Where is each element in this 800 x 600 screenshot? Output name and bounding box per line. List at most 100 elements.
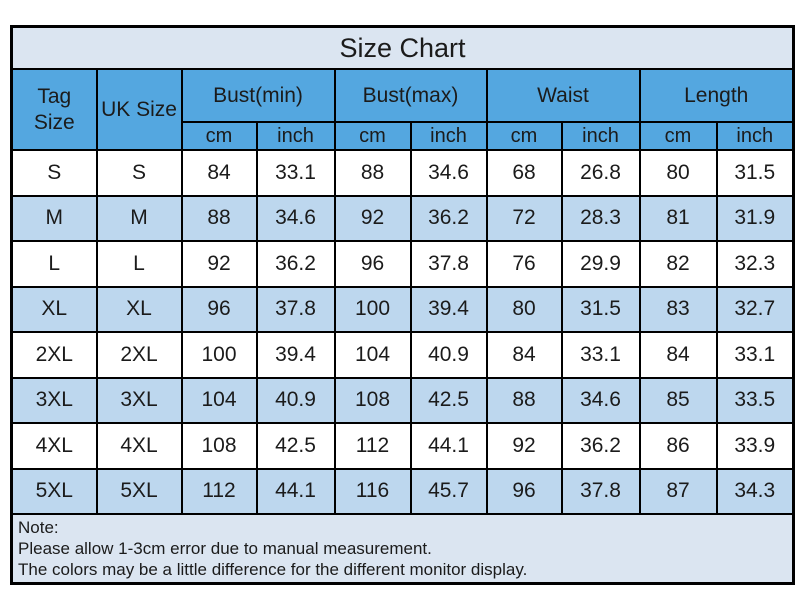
cell: 5XL: [10, 467, 98, 515]
cell: 34.6: [409, 149, 488, 197]
unit-header-cm: cm: [485, 121, 563, 151]
cell: M: [95, 194, 183, 242]
cell: 26.8: [560, 149, 641, 197]
cell: 84: [485, 331, 563, 379]
table-row: 2XL 2XL 100 39.4 104 40.9 84 33.1 84 33.1: [10, 331, 795, 379]
cell: M: [10, 194, 98, 242]
note-row: Note: Please allow 1-3cm error due to ma…: [10, 513, 795, 585]
cell: 96: [180, 285, 258, 333]
cell: 84: [180, 149, 258, 197]
cell: 33.1: [560, 331, 641, 379]
table-row: 4XL 4XL 108 42.5 112 44.1 92 36.2 86 33.9: [10, 422, 795, 470]
cell: 36.2: [560, 422, 641, 470]
cell: 92: [485, 422, 563, 470]
cell: 31.5: [560, 285, 641, 333]
cell: 34.6: [560, 376, 641, 424]
cell: 84: [638, 331, 718, 379]
cell: 33.9: [715, 422, 795, 470]
note-label: Note:: [18, 518, 59, 537]
cell: 82: [638, 240, 718, 288]
cell: 42.5: [409, 376, 488, 424]
table-row: 3XL 3XL 104 40.9 108 42.5 88 34.6 85 33.5: [10, 376, 795, 424]
table-row: XL XL 96 37.8 100 39.4 80 31.5 83 32.7: [10, 285, 795, 333]
unit-header-cm: cm: [638, 121, 718, 151]
cell: 92: [333, 194, 412, 242]
cell: 5XL: [95, 467, 183, 515]
cell: 2XL: [10, 331, 98, 379]
cell: 32.3: [715, 240, 795, 288]
column-header-waist: Waist: [485, 68, 641, 123]
note-text: The colors may be a little difference fo…: [18, 560, 528, 579]
cell: 96: [485, 467, 563, 515]
cell: 34.6: [255, 194, 336, 242]
cell: 3XL: [95, 376, 183, 424]
cell: 108: [333, 376, 412, 424]
cell: 31.9: [715, 194, 795, 242]
cell: 100: [180, 331, 258, 379]
column-header-tag-size: Tag Size: [10, 68, 98, 151]
cell: S: [95, 149, 183, 197]
cell: 45.7: [409, 467, 488, 515]
cell: 36.2: [255, 240, 336, 288]
cell: S: [10, 149, 98, 197]
cell: 116: [333, 467, 412, 515]
column-header-bust-max: Bust(max): [333, 68, 488, 123]
note-block: Note: Please allow 1-3cm error due to ma…: [10, 513, 795, 585]
page-title: Size Chart: [10, 25, 795, 70]
cell: 80: [485, 285, 563, 333]
cell: 92: [180, 240, 258, 288]
cell: XL: [10, 285, 98, 333]
cell: L: [10, 240, 98, 288]
table-row: 5XL 5XL 112 44.1 116 45.7 96 37.8 87 34.3: [10, 467, 795, 515]
size-chart-table: Size Chart Tag Size UK Size Bust(min) Bust(…: [10, 25, 795, 585]
cell: 39.4: [255, 331, 336, 379]
column-header-uk-size: UK Size: [95, 68, 183, 151]
cell: 88: [485, 376, 563, 424]
table-row: S S 84 33.1 88 34.6 68 26.8 80 31.5: [10, 149, 795, 197]
cell: 112: [333, 422, 412, 470]
cell: 76: [485, 240, 563, 288]
cell: 40.9: [409, 331, 488, 379]
cell: L: [95, 240, 183, 288]
cell: 33.1: [715, 331, 795, 379]
unit-header-inch: inch: [255, 121, 336, 151]
column-header-length: Length: [638, 68, 795, 123]
cell: 86: [638, 422, 718, 470]
size-rows: S S 84 33.1 88 34.6 68 26.8 80 31.5 M M 88 34.6 92 36.2…: [10, 149, 795, 515]
header-row-units: cm inch cm inch cm inch cm inch: [12, 121, 795, 151]
cell: 37.8: [560, 467, 641, 515]
cell: 100: [333, 285, 412, 333]
title-row: Size Chart: [10, 25, 795, 70]
cell: 68: [485, 149, 563, 197]
unit-header-inch: inch: [560, 121, 641, 151]
cell: 29.9: [560, 240, 641, 288]
unit-header-inch: inch: [715, 121, 795, 151]
table-row: M M 88 34.6 92 36.2 72 28.3 81 31.9: [10, 194, 795, 242]
unit-header-cm: cm: [180, 121, 258, 151]
note-text: Please allow 1-3cm error due to manual m…: [18, 539, 432, 558]
cell: 34.3: [715, 467, 795, 515]
cell: 40.9: [255, 376, 336, 424]
cell: 112: [180, 467, 258, 515]
cell: 42.5: [255, 422, 336, 470]
table-row: L L 92 36.2 96 37.8 76 29.9 82 32.3: [10, 240, 795, 288]
header-row-groups: Tag Size UK Size Bust(min) Bust(max) Waist Le…: [10, 68, 795, 151]
cell: 96: [333, 240, 412, 288]
cell: 39.4: [409, 285, 488, 333]
cell: XL: [95, 285, 183, 333]
cell: 83: [638, 285, 718, 333]
unit-header-inch: inch: [409, 121, 488, 151]
cell: 37.8: [255, 285, 336, 333]
cell: 33.1: [255, 149, 336, 197]
cell: 36.2: [409, 194, 488, 242]
cell: 3XL: [10, 376, 98, 424]
cell: 44.1: [255, 467, 336, 515]
cell: 108: [180, 422, 258, 470]
cell: 32.7: [715, 285, 795, 333]
cell: 2XL: [95, 331, 183, 379]
cell: 37.8: [409, 240, 488, 288]
cell: 72: [485, 194, 563, 242]
column-header-bust-min: Bust(min): [180, 68, 336, 123]
cell: 4XL: [95, 422, 183, 470]
cell: 44.1: [409, 422, 488, 470]
